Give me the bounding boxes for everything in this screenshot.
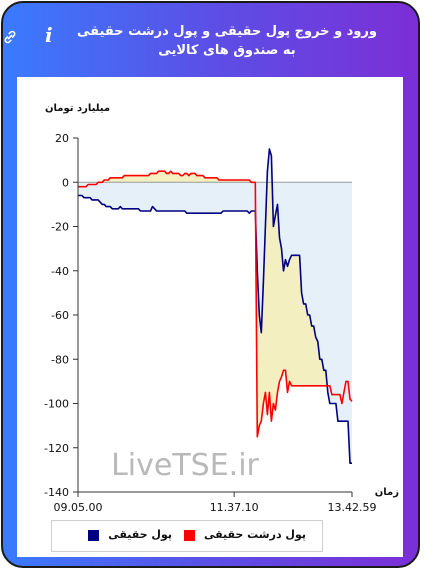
legend-item-real-money[interactable]: پول حقیقی [88,528,172,541]
y-tick-label: -40 [51,265,69,278]
y-tick-label: 20 [55,132,69,145]
y-axis-label: میلیارد تومان [45,103,110,114]
legend-item-big-real-money[interactable]: پول درشت حقیقی [184,528,306,541]
series-line-1 [78,170,353,438]
x-tick-label: 13.42.59 [328,501,377,514]
x-axis-label: زمان [375,487,399,498]
watermark: LiveTSE.ir [111,448,259,483]
legend-label: پول حقیقی [108,528,172,541]
link-icon[interactable] [3,30,17,44]
legend: پول حقیقی پول درشت حقیقی [51,520,323,552]
y-tick-label: 0 [62,176,69,189]
legend-swatch [88,529,100,541]
chart-svg: 20 0 -20 -40 -60 -80 -100 -120 -140 09.05.00 11.37… [44,103,399,514]
y-tick-label: -140 [44,486,69,499]
chart-panel: 20 0 -20 -40 -60 -80 -100 -120 -140 09.05.00 11.37… [17,77,403,557]
legend-swatch [184,529,196,541]
x-tick-label: 09.05.00 [54,501,103,514]
legend-label: پول درشت حقیقی [203,528,306,541]
series-area-0 [78,149,352,464]
y-tick-label: -80 [51,353,69,366]
widget-card: ورود و خروج پول حقیقی و پول درشت حقیقی ب… [1,1,420,568]
y-tick-label: -100 [44,398,69,411]
x-tick-label: 11.37.10 [210,501,259,514]
info-icon[interactable]: i [45,23,53,47]
chart-title: ورود و خروج پول حقیقی و پول درشت حقیقی ب… [77,24,377,58]
series-line-0 [78,148,352,465]
header: ورود و خروج پول حقیقی و پول درشت حقیقی ب… [3,3,418,77]
y-tick-label: -120 [44,442,69,455]
y-tick-label: -60 [51,309,69,322]
y-tick-label: -20 [51,221,69,234]
